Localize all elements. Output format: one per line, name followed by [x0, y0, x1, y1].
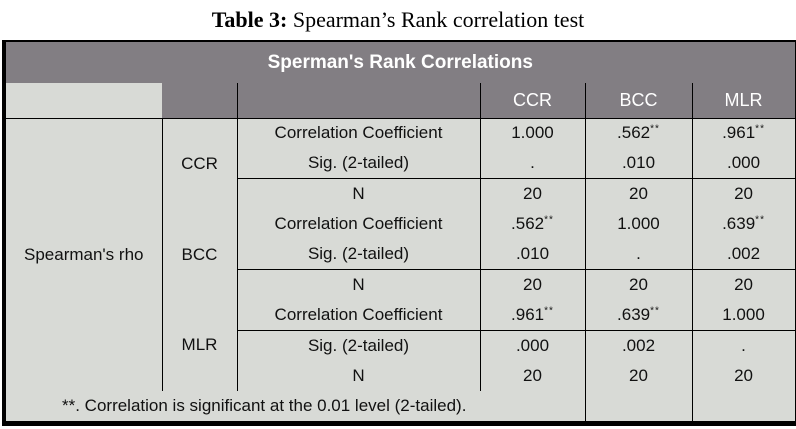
- value-cell: 1.000: [691, 299, 796, 331]
- page-title: Table 3: Spearman’s Rank correlation tes…: [0, 0, 796, 40]
- table-row: N 20 20 20: [4, 269, 796, 300]
- page-title-label: Table 3:: [211, 7, 288, 32]
- page-title-text: Spearman’s Rank correlation test: [292, 7, 585, 32]
- value-cell: .: [479, 148, 585, 180]
- value-cell: 20: [479, 360, 585, 391]
- stat-label: Sig. (2-tailed): [236, 239, 480, 270]
- value-cell: 20: [691, 269, 796, 300]
- table-row: N 20 20 20: [4, 360, 796, 391]
- value-cell: .000: [479, 330, 585, 361]
- value-cell: .562**: [479, 209, 585, 239]
- value-cell: .639**: [584, 299, 692, 331]
- value-cell: 20: [691, 360, 796, 391]
- value-cell: .002: [691, 239, 796, 270]
- value-cell: .: [691, 330, 796, 361]
- value-cell: .639**: [691, 209, 796, 239]
- group-label-ccr: CCR: [161, 118, 237, 210]
- significance-marker: **: [755, 123, 765, 135]
- table-row: Sig. (2-tailed) .010 . .002: [4, 239, 796, 270]
- significance-marker: **: [650, 123, 660, 135]
- value-cell: 1.000: [584, 209, 692, 239]
- significance-marker: **: [544, 214, 554, 226]
- corner-cell: [4, 83, 162, 119]
- correlation-table: Sperman's Rank Correlations CCR BCC MLR …: [2, 40, 796, 426]
- value-cell: 20: [479, 178, 585, 210]
- stat-label: Correlation Coefficient: [236, 118, 480, 149]
- empty-cell: [584, 390, 692, 424]
- column-header-bcc: BCC: [584, 83, 692, 119]
- stat-label: Sig. (2-tailed): [236, 330, 480, 361]
- value-cell: .562**: [584, 118, 692, 149]
- header-spacer-cell: [236, 83, 480, 119]
- stat-label: Correlation Coefficient: [236, 299, 480, 331]
- stat-label: N: [236, 360, 480, 391]
- column-header-ccr: CCR: [479, 83, 585, 119]
- table-header-band: Sperman's Rank Correlations: [4, 41, 796, 83]
- table-row: Sig. (2-tailed) . .010 .000: [4, 148, 796, 180]
- significance-marker: **: [650, 305, 660, 317]
- table-row: Sig. (2-tailed) .000 .002 .: [4, 330, 796, 361]
- table-row: N 20 20 20: [4, 178, 796, 210]
- column-header-row: CCR BCC MLR: [4, 83, 796, 119]
- value-cell: 20: [584, 360, 692, 391]
- table-row: MLR Correlation Coefficient .961** .639*…: [4, 299, 796, 391]
- value-cell: 1.000: [479, 118, 585, 149]
- stat-label: Correlation Coefficient: [236, 209, 480, 239]
- stat-label: Sig. (2-tailed): [236, 148, 480, 180]
- group-label-mlr: MLR: [161, 299, 237, 391]
- value-cell: .000: [691, 148, 796, 180]
- table-band-title: Sperman's Rank Correlations: [4, 41, 796, 83]
- header-spacer-cell: [162, 83, 237, 119]
- significance-footnote: **. Correlation is significant at the 0.…: [4, 390, 585, 424]
- value-cell: .002: [584, 330, 692, 361]
- table-row: BCC Correlation Coefficient .562** 1.000…: [4, 209, 796, 300]
- value-cell: .961**: [691, 118, 796, 149]
- value-cell: .010: [584, 148, 692, 180]
- empty-cell: [691, 390, 796, 424]
- group-label-bcc: BCC: [161, 209, 237, 300]
- value-cell: 20: [479, 269, 585, 300]
- column-header-mlr: MLR: [691, 83, 796, 119]
- value-cell: .010: [479, 239, 585, 270]
- stat-label: N: [236, 178, 480, 210]
- value-cell: 20: [584, 178, 692, 210]
- value-cell: .961**: [479, 299, 585, 331]
- value-cell: 20: [691, 178, 796, 210]
- table-row: Spearman's rho CCR Correlation Coefficie…: [4, 118, 796, 391]
- row-header-spearmans-rho: Spearman's rho: [4, 118, 162, 391]
- value-cell: 20: [584, 269, 692, 300]
- value-cell: .: [584, 239, 692, 270]
- significance-marker: **: [544, 305, 554, 317]
- footnote-row: **. Correlation is significant at the 0.…: [4, 390, 796, 424]
- significance-marker: **: [755, 214, 765, 226]
- stat-label: N: [236, 269, 480, 300]
